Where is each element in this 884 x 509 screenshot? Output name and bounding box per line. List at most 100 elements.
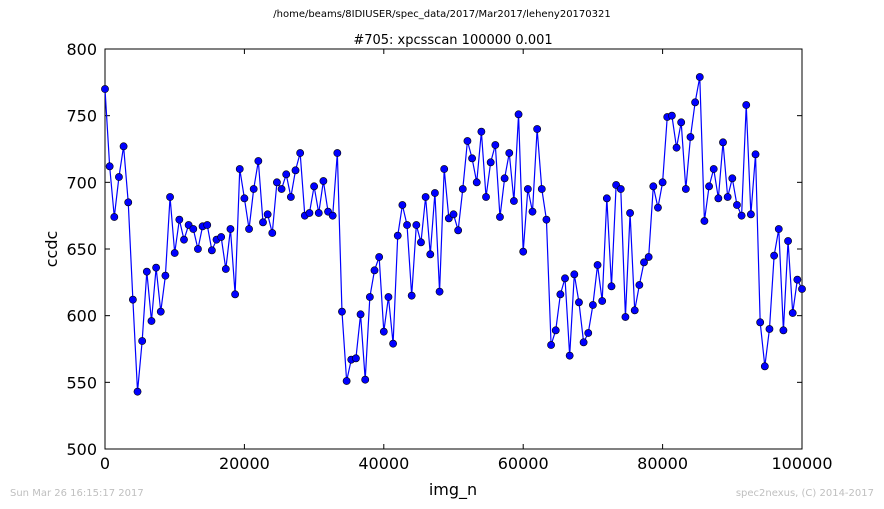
data-point bbox=[598, 297, 607, 305]
data-point bbox=[798, 285, 806, 293]
y-tick-label: 750 bbox=[66, 107, 97, 126]
data-point bbox=[356, 310, 365, 319]
data-point bbox=[621, 313, 630, 321]
data-point bbox=[658, 178, 667, 187]
data-point bbox=[765, 325, 774, 333]
data-point bbox=[245, 225, 253, 233]
data-point bbox=[667, 111, 676, 120]
data-point bbox=[746, 210, 755, 219]
data-point bbox=[523, 185, 532, 193]
data-point bbox=[291, 166, 300, 175]
data-point bbox=[268, 229, 277, 237]
data-point bbox=[180, 235, 188, 244]
data-point bbox=[496, 213, 504, 221]
data-point bbox=[514, 110, 523, 119]
data-point bbox=[412, 221, 421, 229]
data-point bbox=[561, 274, 569, 283]
y-tick-label: 600 bbox=[66, 307, 97, 326]
x-axis-label: img_n bbox=[429, 480, 477, 500]
data-point bbox=[147, 317, 156, 325]
data-point bbox=[784, 237, 792, 245]
data-point bbox=[319, 177, 328, 185]
data-point bbox=[142, 267, 151, 276]
footer-credit: spec2nexus, (C) 2014-2017 bbox=[735, 488, 874, 499]
data-point bbox=[128, 295, 137, 304]
data-point bbox=[579, 338, 588, 347]
data-point bbox=[161, 271, 170, 280]
data-point bbox=[505, 149, 514, 157]
data-point bbox=[259, 218, 267, 227]
data-point bbox=[686, 133, 695, 141]
data-point bbox=[361, 375, 370, 384]
data-point bbox=[133, 387, 142, 396]
data-point bbox=[705, 182, 713, 191]
data-point bbox=[640, 258, 648, 267]
data-point bbox=[217, 233, 226, 241]
data-point bbox=[156, 307, 165, 316]
data-point bbox=[398, 201, 407, 209]
data-point bbox=[635, 281, 644, 289]
data-point bbox=[458, 185, 467, 193]
data-point bbox=[403, 221, 411, 229]
data-point bbox=[672, 143, 681, 152]
data-point bbox=[486, 158, 495, 167]
data-point bbox=[533, 125, 542, 133]
data-point bbox=[305, 209, 314, 217]
data-point bbox=[342, 377, 351, 385]
data-point bbox=[570, 270, 579, 279]
data-point bbox=[170, 249, 179, 257]
data-point bbox=[695, 73, 704, 81]
data-point bbox=[793, 275, 802, 284]
data-point bbox=[454, 226, 463, 235]
data-point bbox=[737, 211, 746, 220]
data-point bbox=[175, 215, 184, 224]
data-point bbox=[431, 189, 439, 197]
data-point bbox=[189, 225, 198, 233]
data-point bbox=[482, 193, 490, 201]
data-point bbox=[584, 329, 593, 337]
data-point bbox=[370, 266, 379, 275]
data-point bbox=[310, 182, 318, 191]
series-line bbox=[104, 76, 803, 392]
data-point bbox=[551, 326, 560, 335]
data-point bbox=[277, 185, 286, 193]
data-point bbox=[607, 282, 616, 291]
data-point bbox=[435, 287, 444, 296]
data-point bbox=[733, 201, 741, 209]
data-point bbox=[510, 197, 518, 205]
data-point bbox=[417, 238, 425, 247]
data-point bbox=[138, 337, 147, 345]
data-point bbox=[421, 193, 430, 201]
data-point bbox=[547, 341, 555, 349]
data-point bbox=[231, 290, 240, 299]
data-point bbox=[365, 293, 374, 301]
data-point bbox=[709, 165, 718, 173]
data-point bbox=[477, 127, 486, 136]
plot-area: 0 20000 40000 60000 80000 100000 500 550 600 650 7… bbox=[66, 40, 832, 473]
data-point bbox=[249, 185, 258, 193]
data-point bbox=[235, 165, 244, 173]
data-point bbox=[449, 210, 458, 219]
data-point bbox=[389, 339, 397, 348]
data-point bbox=[751, 150, 760, 159]
data-point bbox=[677, 118, 686, 127]
data-point bbox=[119, 142, 128, 151]
x-tick-label: 20000 bbox=[219, 454, 270, 473]
x-tick-label: 100000 bbox=[771, 454, 832, 473]
data-point bbox=[537, 185, 546, 193]
data-point bbox=[352, 354, 360, 363]
data-point bbox=[282, 170, 291, 179]
data-point bbox=[565, 351, 574, 360]
x-tick-label: 40000 bbox=[358, 454, 409, 473]
data-point bbox=[719, 138, 727, 147]
data-point bbox=[194, 245, 202, 253]
data-point bbox=[379, 327, 388, 336]
data-point bbox=[463, 137, 472, 145]
data-point bbox=[644, 253, 653, 261]
data-point bbox=[589, 301, 597, 309]
y-tick-label: 700 bbox=[66, 173, 97, 192]
data-point bbox=[286, 193, 295, 201]
y-tick-label: 550 bbox=[66, 373, 97, 392]
data-point bbox=[273, 178, 281, 187]
